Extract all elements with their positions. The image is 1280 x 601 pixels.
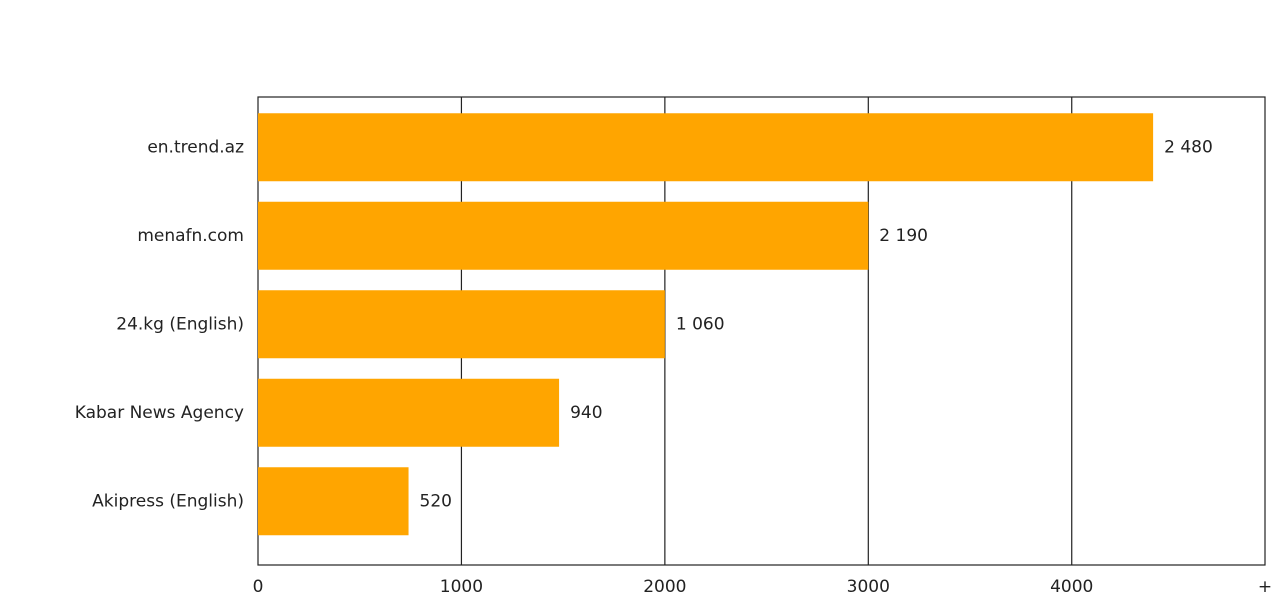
bar — [258, 378, 560, 447]
bar — [258, 113, 1154, 182]
x-tick-label: 3000 — [847, 577, 890, 597]
y-tick-label: 24.kg (English) — [116, 314, 244, 334]
x-tick-label: 1000 — [440, 577, 483, 597]
y-tick-label: en.trend.az — [147, 137, 244, 157]
bar-annotation: 2 190 — [879, 226, 928, 246]
bar-annotation: 520 — [420, 491, 452, 511]
bar-annotation: 940 — [570, 403, 602, 423]
bar — [258, 290, 665, 359]
y-tick-label: menafn.com — [137, 226, 244, 246]
bar-annotation: 1 060 — [676, 314, 725, 334]
y-tick-label: Kabar News Agency — [75, 403, 244, 423]
x-tick-label: + — [1258, 577, 1272, 597]
x-tick-label: 2000 — [643, 577, 686, 597]
x-tick-label: 4000 — [1050, 577, 1093, 597]
bar — [258, 201, 869, 270]
x-tick-label: 0 — [253, 577, 264, 597]
y-tick-label: Akipress (English) — [92, 491, 244, 511]
bar — [258, 467, 409, 536]
bar-annotation: 2 480 — [1164, 137, 1213, 157]
